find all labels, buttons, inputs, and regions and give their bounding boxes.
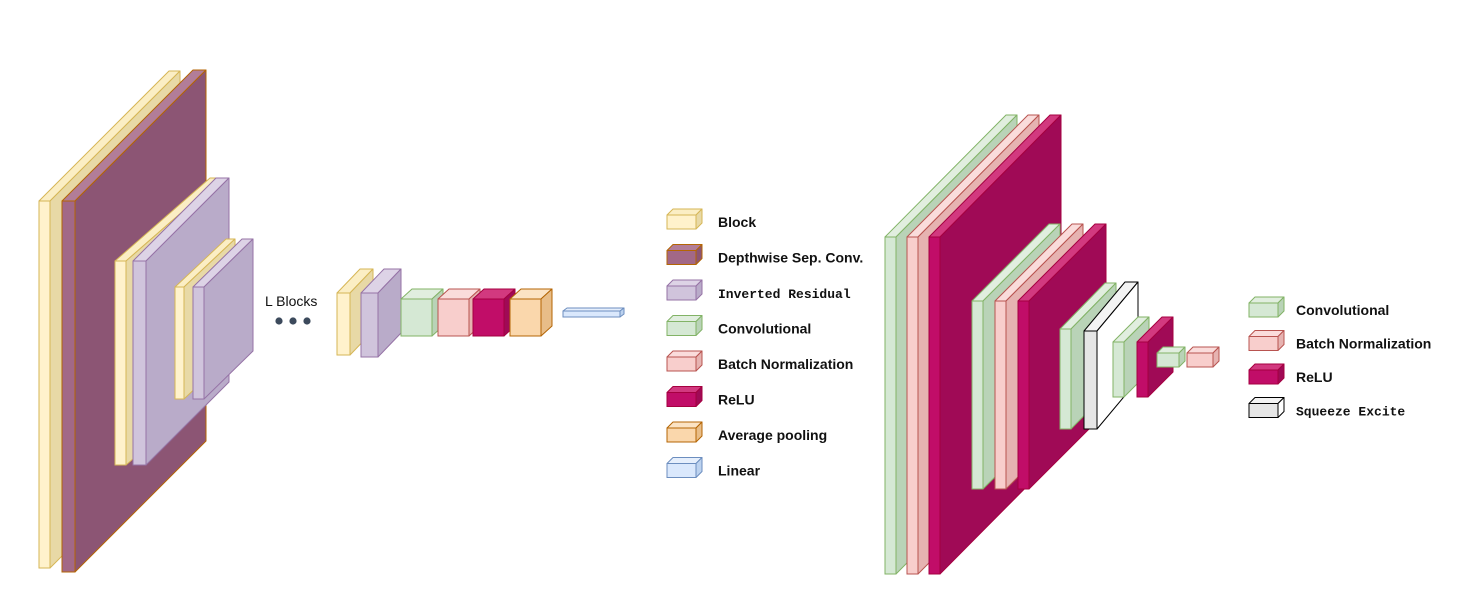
legend-item-batch_norm: Batch Normalization xyxy=(1248,330,1431,352)
linear-icon xyxy=(666,457,703,478)
legend-label: Batch Normalization xyxy=(1296,336,1431,352)
ellipsis-dot xyxy=(289,317,297,325)
main-network xyxy=(38,69,625,573)
legend-label: Batch Normalization xyxy=(718,356,853,372)
legend-label: Squeeze Excite xyxy=(1296,405,1405,420)
inverted-residual-layer xyxy=(192,238,254,400)
batch-norm-icon xyxy=(666,350,703,372)
legend-label: Linear xyxy=(718,463,761,479)
inverted-residual-icon xyxy=(666,279,703,301)
legend-item-relu: ReLU xyxy=(666,386,755,408)
avg-pool-icon xyxy=(666,421,703,443)
legend-item-convolutional: Convolutional xyxy=(666,315,811,337)
block-icon xyxy=(666,208,703,230)
legend-item-inverted_residual: Inverted Residual xyxy=(666,279,851,302)
legend-label: Inverted Residual xyxy=(718,287,851,302)
relu-icon xyxy=(666,386,703,407)
ellipsis-dot xyxy=(303,317,311,325)
legend-main: Block Depthwise Sep. Conv. Inverted Residu… xyxy=(666,208,863,479)
depthwise-icon xyxy=(666,244,703,265)
legend-item-linear: Linear xyxy=(666,457,761,479)
convolutional-icon xyxy=(666,315,703,336)
convolutional-icon xyxy=(1248,296,1285,318)
legend-label: Block xyxy=(718,214,756,230)
l-blocks-label: L Blocks xyxy=(265,293,317,309)
legend-label: ReLU xyxy=(718,392,755,408)
legend-label: Convolutional xyxy=(1296,302,1389,318)
legend-item-block: Block xyxy=(666,208,756,230)
legend-label: Depthwise Sep. Conv. xyxy=(718,250,863,266)
ellipsis-dot xyxy=(275,317,283,325)
convolutional-layer xyxy=(1156,346,1186,368)
legend-label: ReLU xyxy=(1296,369,1333,385)
legend-block: Convolutional Batch Normalization ReLU Sque… xyxy=(1248,296,1431,420)
convolutional-layer xyxy=(400,288,444,337)
legend-label: Average pooling xyxy=(718,427,827,443)
linear-layer xyxy=(562,307,625,318)
batch-norm-layer xyxy=(1186,346,1220,368)
squeeze-excite-icon xyxy=(1248,397,1285,418)
relu-layer xyxy=(472,288,516,337)
legend-item-avg_pool: Average pooling xyxy=(666,421,827,443)
legend-item-squeeze_excite: Squeeze Excite xyxy=(1248,397,1405,420)
avg-pool-layer xyxy=(509,288,553,337)
block-detail xyxy=(884,114,1220,575)
legend-item-batch_norm: Batch Normalization xyxy=(666,350,853,372)
relu-icon xyxy=(1248,363,1285,385)
batch-norm-icon xyxy=(1248,330,1285,351)
ellipsis-dots xyxy=(275,317,311,325)
inverted-residual-layer xyxy=(360,268,402,358)
relu-layer xyxy=(1136,316,1174,398)
legend-item-relu: ReLU xyxy=(1248,363,1333,385)
legend-label: Convolutional xyxy=(718,321,811,337)
legend-item-convolutional: Convolutional xyxy=(1248,296,1389,318)
legend-item-depthwise: Depthwise Sep. Conv. xyxy=(666,244,863,266)
